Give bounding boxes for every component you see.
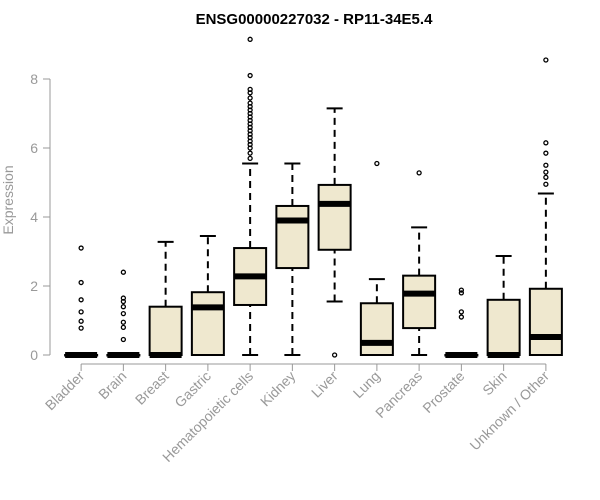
x-tick-label: Bladder bbox=[42, 368, 88, 414]
box-group-kidney bbox=[275, 162, 310, 356]
outlier-point bbox=[120, 336, 127, 343]
x-tick-label: Kidney bbox=[257, 368, 299, 410]
outlier-point bbox=[78, 318, 84, 324]
y-tick-label: 8 bbox=[30, 71, 38, 87]
outlier-point bbox=[78, 297, 84, 303]
y-tick-label: 4 bbox=[30, 209, 38, 225]
outlier-point bbox=[247, 150, 253, 156]
outlier-point bbox=[543, 181, 549, 187]
outlier-point bbox=[120, 324, 127, 331]
box-group-lung bbox=[359, 160, 394, 356]
box-iqr bbox=[486, 298, 521, 356]
box-iqr bbox=[190, 291, 225, 356]
box-iqr bbox=[402, 274, 437, 330]
y-axis: 0 2 4 6 8 bbox=[30, 71, 51, 363]
x-tick-label: Lung bbox=[350, 368, 383, 401]
x-tick-label: Prostate bbox=[419, 368, 467, 416]
outlier-point bbox=[120, 319, 127, 325]
y-tick-label: 6 bbox=[30, 140, 38, 156]
outlier-point bbox=[543, 162, 549, 168]
box-iqr bbox=[317, 183, 352, 251]
outlier-point bbox=[247, 72, 253, 79]
outlier-point bbox=[78, 245, 84, 251]
box-group-breast bbox=[148, 240, 183, 358]
outlier-point bbox=[78, 279, 84, 286]
outlier-point bbox=[247, 95, 253, 101]
box-group-skin bbox=[486, 254, 521, 358]
outlier-point bbox=[331, 352, 338, 358]
x-tick-label: Unknown / Other bbox=[466, 368, 552, 454]
box-iqr bbox=[359, 302, 394, 356]
outlier-point bbox=[120, 310, 127, 317]
box-group-bladder bbox=[64, 245, 99, 358]
outlier-point bbox=[78, 309, 84, 315]
outlier-point bbox=[543, 140, 549, 146]
box-group-prostate bbox=[444, 287, 479, 358]
outlier-point bbox=[458, 290, 465, 296]
box-iqr bbox=[148, 305, 183, 357]
box-iqr bbox=[275, 204, 310, 270]
outlier-point bbox=[416, 170, 422, 176]
outlier-point bbox=[543, 174, 549, 180]
outlier-point bbox=[247, 100, 253, 106]
outlier-point bbox=[543, 57, 549, 63]
y-tick-label: 2 bbox=[30, 278, 38, 294]
outlier-point bbox=[374, 160, 380, 167]
outlier-point bbox=[120, 295, 127, 301]
outlier-point bbox=[458, 287, 465, 293]
outlier-point bbox=[78, 325, 84, 331]
outlier-point bbox=[458, 309, 465, 315]
x-tick-label: Breast bbox=[132, 368, 172, 408]
box-group-pancreas bbox=[402, 170, 437, 356]
outlier-point bbox=[120, 269, 127, 275]
x-tick-label: Skin bbox=[479, 368, 510, 399]
box-group-liver bbox=[317, 107, 352, 358]
box-group-gastric bbox=[190, 234, 225, 356]
outlier-point bbox=[120, 304, 127, 310]
outlier-point bbox=[543, 150, 549, 156]
box-group-hematopoietic-cells bbox=[233, 36, 268, 356]
outlier-point bbox=[543, 169, 549, 175]
outlier-point bbox=[247, 36, 253, 42]
box-group-unknown-other bbox=[528, 57, 563, 357]
x-tick-label: Pancreas bbox=[372, 368, 425, 421]
outlier-point bbox=[247, 86, 253, 92]
box-group-brain bbox=[106, 269, 141, 358]
box-iqr bbox=[528, 287, 563, 357]
x-tick-label: Liver bbox=[308, 368, 341, 401]
x-tick-label: Brain bbox=[95, 368, 129, 402]
outlier-point bbox=[247, 155, 253, 162]
y-tick-label: 0 bbox=[30, 347, 38, 363]
chart-title: ENSG00000227032 - RP11-34E5.4 bbox=[196, 11, 433, 28]
outlier-point bbox=[458, 314, 465, 320]
y-axis-label: Expression bbox=[0, 165, 16, 234]
boxes-group bbox=[64, 36, 563, 358]
